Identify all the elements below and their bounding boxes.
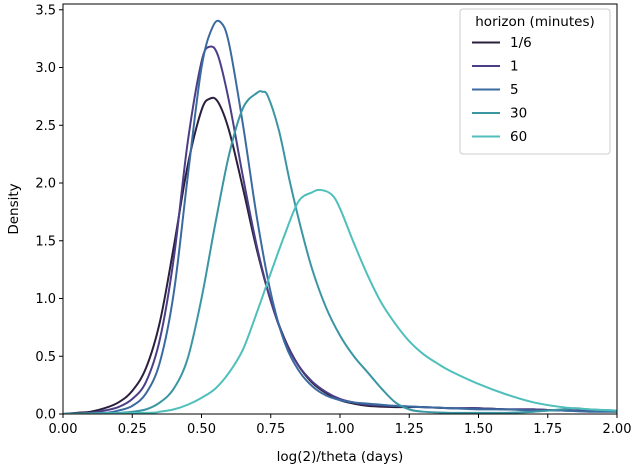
legend-item: 1/6: [472, 35, 532, 51]
x-tick-label: 1.00: [326, 422, 355, 437]
y-tick-label: 1.5: [35, 234, 56, 249]
x-tick-label: 1.75: [533, 422, 562, 437]
legend-item: 30: [472, 106, 527, 122]
y-axis-label: Density: [6, 183, 22, 234]
y-tick-label: 3.0: [35, 61, 56, 76]
series-lines: [63, 19, 617, 414]
legend-title: horizon (minutes): [475, 14, 595, 30]
y-tick-label: 0.5: [35, 350, 56, 365]
x-tick-label: 0.75: [256, 422, 285, 437]
y-tick-label: 1.0: [35, 292, 56, 307]
x-axis-label: log(2)/theta (days): [277, 449, 404, 465]
legend-label: 5: [510, 82, 519, 98]
legend-label: 1: [510, 59, 519, 75]
y-tick-label: 0.0: [35, 408, 56, 423]
legend-label: 30: [510, 106, 527, 122]
legend-label: 60: [510, 129, 527, 145]
series-line-3: [63, 90, 617, 414]
series-line-4: [63, 188, 617, 414]
x-tick-label: 1.25: [395, 422, 424, 437]
legend-label: 1/6: [510, 35, 532, 51]
x-tick-label: 0.00: [49, 422, 78, 437]
x-tick-label: 1.50: [464, 422, 493, 437]
y-tick-label: 2.0: [35, 177, 56, 192]
x-tick-label: 0.25: [118, 422, 147, 437]
y-tick-label: 2.5: [35, 119, 56, 134]
y-tick-label: 3.5: [35, 3, 56, 18]
x-tick-label: 2.00: [603, 422, 632, 437]
legend-items: 1/6 1 5 30 60: [472, 35, 532, 145]
y-axis-ticks: 0.0 0.5 1.0 1.5 2.0 2.5 3.0 3.5: [35, 3, 63, 423]
series-line-2: [63, 19, 617, 414]
legend-item: 5: [472, 82, 519, 98]
x-axis-ticks: 0.00 0.25 0.50 0.75 1.00 1.25 1.50 1.75 2.00: [49, 414, 632, 437]
legend-box: [459, 8, 611, 155]
x-tick-label: 0.50: [187, 422, 216, 437]
legend-item: 1: [472, 59, 519, 75]
legend: horizon (minutes) 1/6 1 5 30 60: [459, 8, 611, 155]
legend-item: 60: [472, 129, 527, 145]
